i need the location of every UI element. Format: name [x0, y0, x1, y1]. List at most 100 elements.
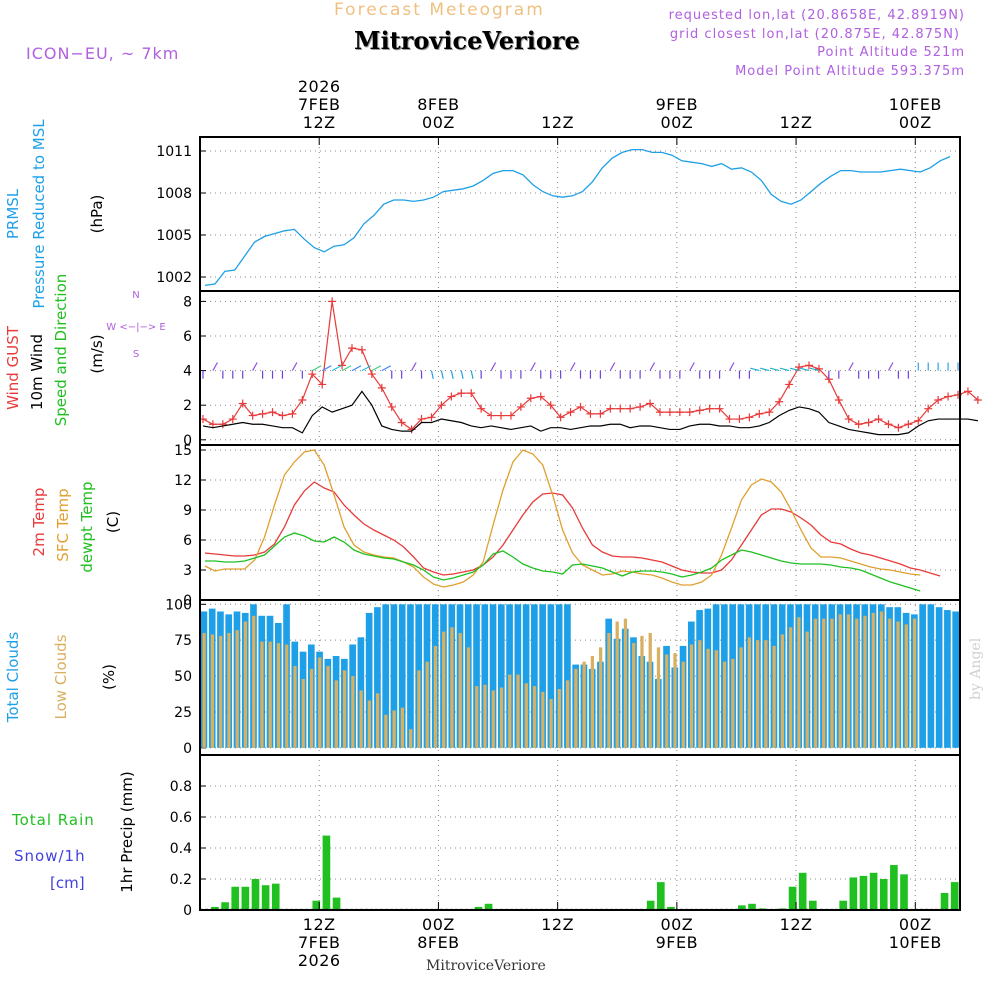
rain-bar	[474, 906, 483, 910]
wind-direction-arrow	[470, 370, 474, 379]
wind-gust-marker	[725, 415, 734, 424]
wind-direction-arrow	[212, 362, 218, 371]
model-label: ICON−EU, ~ 7km	[26, 44, 180, 63]
bottom-time-label: 2026	[298, 951, 341, 970]
clouds-units: (%)	[100, 664, 118, 690]
bottom-time-label: 8FEB	[417, 933, 459, 952]
rain-bar	[261, 885, 270, 910]
bottom-time-label: 00Z	[422, 915, 455, 934]
wind-gust-marker	[238, 399, 247, 408]
requested-coordinates: requested lon,lat (20.8658E, 42.8919N)	[668, 8, 965, 23]
bottom-time-label: 7FEB	[298, 933, 340, 952]
wind-direction-arrow	[490, 362, 497, 371]
low-clouds-bar	[293, 666, 297, 748]
wind-direction-arrow	[848, 362, 854, 371]
wind-gust-marker	[795, 363, 804, 372]
wind-direction-arrow	[252, 362, 258, 371]
rain-bar	[332, 897, 341, 910]
wind-gust-marker	[715, 404, 724, 413]
wind-gust-marker	[248, 411, 257, 420]
total-clouds-bar	[944, 610, 951, 748]
wind-gust-marker	[814, 364, 823, 373]
compass-west-east: W <−|−> E	[106, 322, 165, 333]
wind-gust-marker	[755, 409, 764, 418]
wind-direction-arrow	[440, 370, 444, 379]
y-tick-label: 6	[183, 533, 192, 549]
y-tick-label: 0.4	[170, 841, 192, 857]
wind-gust-marker	[874, 415, 883, 424]
top-time-label: 2026	[298, 77, 341, 96]
wind-gust-marker	[477, 404, 486, 413]
y-tick-label: 0	[183, 593, 192, 609]
wind-gust-marker	[973, 396, 982, 405]
wind-direction-arrow	[770, 367, 780, 372]
low-clouds-bar	[879, 611, 884, 748]
low-clouds-bar	[243, 621, 248, 748]
low-clouds-bar	[871, 612, 875, 748]
rain-bar	[738, 905, 746, 910]
rain-bar	[322, 835, 331, 910]
rain-bar	[879, 879, 888, 910]
y-tick-label: 100	[165, 597, 192, 613]
rain-bar	[849, 877, 858, 910]
wind-gust-marker	[616, 404, 625, 413]
wind-gust-marker	[944, 392, 953, 401]
low-clouds-bar	[342, 670, 347, 748]
rain-bar	[748, 903, 756, 910]
wind-direction-arrow	[341, 365, 352, 372]
y-tick-label: 0.6	[170, 810, 192, 826]
rain-bar	[859, 875, 868, 910]
total-clouds-bar	[407, 604, 414, 748]
wind-gust-marker	[566, 408, 575, 417]
wind-gust-marker	[934, 396, 943, 405]
wind-direction-arrow	[530, 362, 536, 371]
temp2m-axis-label: 2m Temp	[30, 488, 48, 557]
wind-gust-marker	[695, 406, 704, 415]
wind-gust-marker	[228, 415, 237, 424]
wind-gust-marker	[775, 397, 784, 406]
low-clouds-bar	[367, 700, 371, 748]
wind-gust-marker	[924, 404, 933, 413]
low-clouds-bar	[739, 647, 743, 748]
rain-bar	[798, 872, 807, 910]
wind-direction-arrow	[430, 370, 434, 379]
total-clouds-bar	[531, 604, 538, 748]
wind-gust-marker	[636, 402, 645, 411]
rain-bar	[484, 903, 493, 910]
wind-gust-marker	[328, 297, 337, 306]
pressure-axis-label-1: PRMSL	[4, 188, 22, 239]
wind-gust-marker	[338, 361, 347, 370]
top-time-label: 7FEB	[298, 95, 340, 114]
snow-units: [cm]	[50, 874, 85, 892]
total-clouds-bar	[927, 604, 935, 748]
top-time-label: 8FEB	[417, 95, 459, 114]
rain-bar	[657, 882, 665, 910]
y-tick-label: 9	[183, 503, 192, 519]
low-clouds-bar	[582, 661, 586, 748]
y-tick-label: 15	[174, 443, 192, 459]
low-clouds-bar	[813, 618, 818, 748]
total-clouds-axis-label: Total Clouds	[4, 632, 22, 724]
low-clouds-bar	[442, 631, 446, 748]
low-clouds-axis-label: Low Clouds	[52, 634, 70, 719]
low-clouds-bar	[392, 710, 396, 748]
low-clouds-bar	[632, 643, 636, 748]
y-tick-label: 2	[183, 398, 192, 414]
wind-gust-marker	[765, 408, 774, 417]
rain-bar	[312, 900, 321, 910]
low-clouds-bar	[532, 686, 537, 748]
wind-gust-marker	[596, 409, 605, 418]
low-clouds-bar	[351, 676, 355, 748]
wind-gust-marker	[655, 408, 664, 417]
wind-gust-marker	[546, 401, 555, 410]
sfc-temp-line	[204, 449, 921, 588]
total-clouds-bar	[547, 604, 555, 748]
wind-gust-marker	[427, 413, 436, 422]
low-clouds-bar	[805, 631, 809, 748]
total-clouds-bar	[522, 604, 530, 748]
wind-gust-marker	[377, 383, 386, 392]
y-tick-label: 8	[183, 294, 192, 310]
y-tick-label: 4	[183, 364, 192, 380]
wind-gust-marker	[864, 418, 873, 427]
wind-gust-marker	[268, 408, 277, 417]
